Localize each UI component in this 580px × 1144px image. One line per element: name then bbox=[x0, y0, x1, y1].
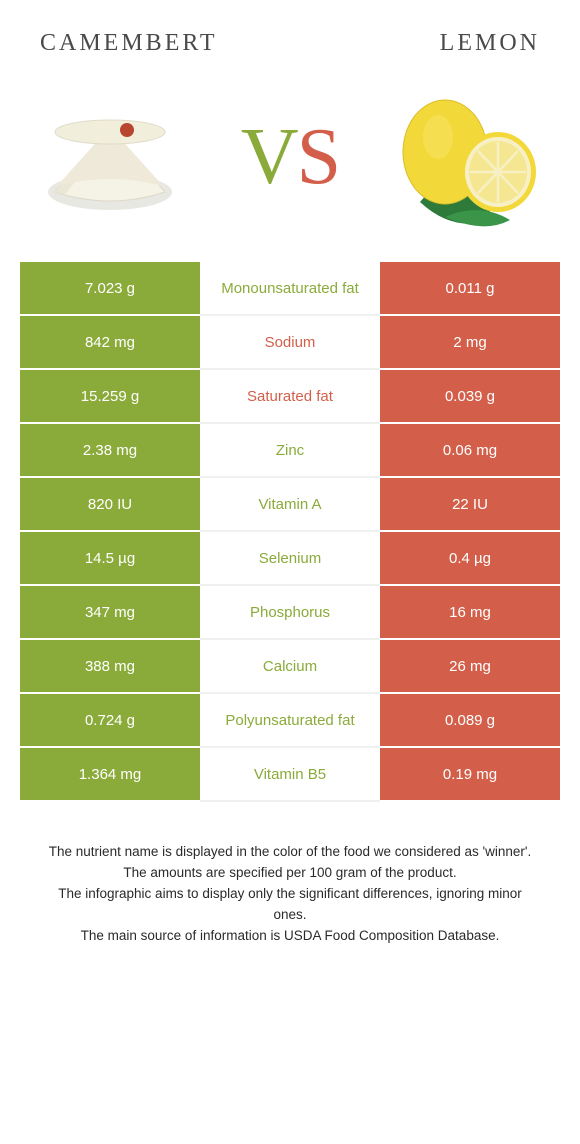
footer-notes: The nutrient name is displayed in the co… bbox=[40, 842, 540, 947]
nutrient-label: Monounsaturated fat bbox=[200, 262, 380, 316]
nutrient-label: Polyunsaturated fat bbox=[200, 694, 380, 748]
right-value: 26 mg bbox=[380, 640, 560, 694]
header: CAMEMBERT LEMON bbox=[0, 0, 580, 67]
infographic-container: CAMEMBERT LEMON VS bbox=[0, 0, 580, 947]
nutrient-table: 7.023 gMonounsaturated fat0.011 g842 mgS… bbox=[20, 262, 560, 802]
table-row: 15.259 gSaturated fat0.039 g bbox=[20, 370, 560, 424]
camembert-image bbox=[30, 77, 190, 237]
table-row: 388 mgCalcium26 mg bbox=[20, 640, 560, 694]
left-value: 347 mg bbox=[20, 586, 200, 640]
left-value: 14.5 µg bbox=[20, 532, 200, 586]
left-value: 0.724 g bbox=[20, 694, 200, 748]
table-row: 0.724 gPolyunsaturated fat0.089 g bbox=[20, 694, 560, 748]
footer-line-2: The amounts are specified per 100 gram o… bbox=[40, 863, 540, 884]
vs-s: S bbox=[297, 113, 340, 201]
left-value: 842 mg bbox=[20, 316, 200, 370]
nutrient-label: Sodium bbox=[200, 316, 380, 370]
right-value: 2 mg bbox=[380, 316, 560, 370]
vs-label: VS bbox=[241, 112, 339, 203]
left-value: 7.023 g bbox=[20, 262, 200, 316]
left-value: 15.259 g bbox=[20, 370, 200, 424]
right-value: 16 mg bbox=[380, 586, 560, 640]
left-value: 820 IU bbox=[20, 478, 200, 532]
right-value: 0.011 g bbox=[380, 262, 560, 316]
table-row: 7.023 gMonounsaturated fat0.011 g bbox=[20, 262, 560, 316]
right-value: 0.19 mg bbox=[380, 748, 560, 802]
table-row: 14.5 µgSelenium0.4 µg bbox=[20, 532, 560, 586]
lemon-image bbox=[390, 77, 550, 237]
left-value: 1.364 mg bbox=[20, 748, 200, 802]
nutrient-label: Zinc bbox=[200, 424, 380, 478]
right-value: 22 IU bbox=[380, 478, 560, 532]
left-food-title: CAMEMBERT bbox=[40, 30, 218, 57]
footer-line-3: The infographic aims to display only the… bbox=[40, 884, 540, 926]
table-row: 842 mgSodium2 mg bbox=[20, 316, 560, 370]
nutrient-label: Saturated fat bbox=[200, 370, 380, 424]
images-row: VS bbox=[0, 67, 580, 262]
table-row: 1.364 mgVitamin B50.19 mg bbox=[20, 748, 560, 802]
table-row: 347 mgPhosphorus16 mg bbox=[20, 586, 560, 640]
right-value: 0.039 g bbox=[380, 370, 560, 424]
nutrient-label: Vitamin B5 bbox=[200, 748, 380, 802]
left-value: 388 mg bbox=[20, 640, 200, 694]
right-value: 0.06 mg bbox=[380, 424, 560, 478]
right-value: 0.089 g bbox=[380, 694, 560, 748]
table-row: 820 IUVitamin A22 IU bbox=[20, 478, 560, 532]
nutrient-label: Calcium bbox=[200, 640, 380, 694]
right-value: 0.4 µg bbox=[380, 532, 560, 586]
nutrient-label: Phosphorus bbox=[200, 586, 380, 640]
footer-line-1: The nutrient name is displayed in the co… bbox=[40, 842, 540, 863]
footer-line-4: The main source of information is USDA F… bbox=[40, 926, 540, 947]
table-row: 2.38 mgZinc0.06 mg bbox=[20, 424, 560, 478]
vs-v: V bbox=[241, 113, 297, 201]
nutrient-label: Vitamin A bbox=[200, 478, 380, 532]
right-food-title: LEMON bbox=[440, 30, 540, 57]
left-value: 2.38 mg bbox=[20, 424, 200, 478]
nutrient-label: Selenium bbox=[200, 532, 380, 586]
